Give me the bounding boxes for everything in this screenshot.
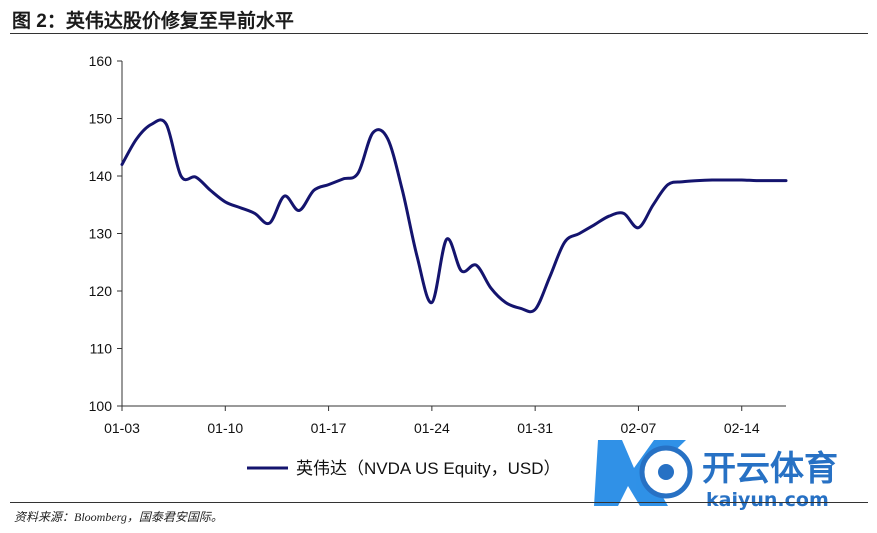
figure-title: 图 2：英伟达股价修复至早前水平	[12, 11, 294, 32]
x-tick-label: 01-31	[517, 420, 553, 436]
watermark-brand: 开云体育	[702, 449, 838, 489]
x-tick-label: 01-03	[104, 420, 140, 436]
source-note: 资料来源：Bloomberg，国泰君安国际。	[14, 510, 223, 524]
chart-ticks: 100 110 120 130 140 150 160 01-03 01-10 01-17 01-2…	[89, 53, 760, 436]
y-tick-label: 160	[89, 53, 113, 69]
legend-label: 英伟达（NVDA US Equity，USD）	[296, 459, 561, 478]
y-tick-label: 120	[89, 283, 113, 299]
x-tick-label: 01-24	[414, 420, 450, 436]
series-layer	[120, 118, 788, 314]
soccer-ball-center	[658, 464, 674, 480]
y-tick-label: 110	[90, 341, 113, 357]
x-tick-label: 01-10	[207, 420, 243, 436]
y-tick-label: 150	[89, 111, 113, 127]
series-line-nvda	[120, 118, 788, 314]
source-rule	[10, 502, 868, 503]
x-tick-label: 02-07	[621, 420, 657, 436]
chart-legend: 英伟达（NVDA US Equity，USD）	[247, 459, 561, 478]
x-tick-label: 02-14	[724, 420, 760, 436]
y-tick-label: 140	[89, 168, 113, 184]
x-tick-label: 01-17	[311, 420, 347, 436]
watermark: 开云体育 kaiyun.com	[594, 440, 838, 511]
y-tick-label: 100	[89, 398, 113, 414]
chart-axes	[121, 61, 786, 407]
y-tick-label: 130	[89, 226, 113, 242]
title-rule	[10, 33, 868, 34]
watermark-domain: kaiyun.com	[706, 489, 829, 511]
